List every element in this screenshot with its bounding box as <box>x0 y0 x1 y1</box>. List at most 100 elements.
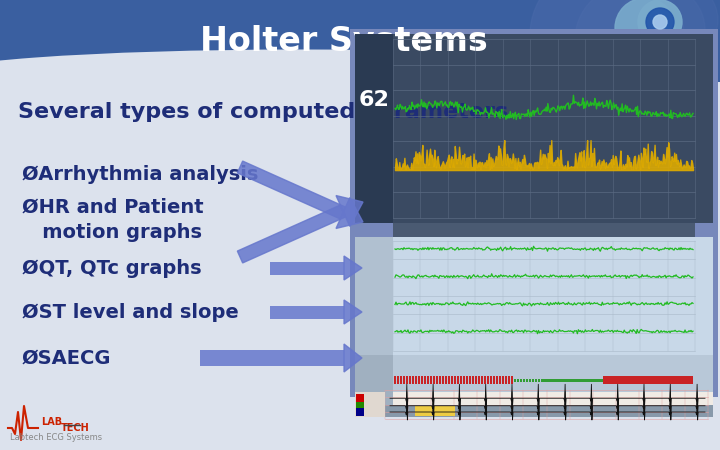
Bar <box>484 376 486 384</box>
Bar <box>538 378 540 382</box>
Text: TECH: TECH <box>60 423 89 433</box>
Bar <box>567 378 570 382</box>
Ellipse shape <box>0 50 675 104</box>
Bar <box>466 376 468 384</box>
Polygon shape <box>336 198 363 229</box>
Bar <box>600 378 603 382</box>
Bar <box>552 378 555 382</box>
Bar <box>582 378 585 382</box>
Bar <box>350 29 718 397</box>
Bar <box>618 376 621 384</box>
Bar <box>355 392 385 417</box>
Circle shape <box>575 0 685 95</box>
Bar <box>559 378 561 382</box>
Bar <box>356 394 364 402</box>
Circle shape <box>615 0 675 58</box>
Bar <box>474 376 477 384</box>
Bar <box>420 376 423 384</box>
Bar <box>510 376 513 384</box>
Bar <box>438 376 441 384</box>
Bar <box>642 376 645 384</box>
Bar <box>526 378 528 382</box>
Bar <box>549 378 552 382</box>
Bar <box>448 376 450 384</box>
Bar <box>412 376 414 384</box>
Bar <box>418 376 420 384</box>
Bar <box>402 376 405 384</box>
Bar <box>502 376 504 384</box>
Bar <box>415 376 417 384</box>
Bar <box>570 378 573 382</box>
Bar <box>356 408 364 416</box>
Bar <box>513 378 516 382</box>
Polygon shape <box>238 161 346 219</box>
Bar <box>624 376 627 384</box>
Text: LAB: LAB <box>42 417 63 427</box>
Bar <box>397 376 400 384</box>
Bar <box>670 376 672 384</box>
Bar <box>544 378 546 382</box>
Bar <box>585 378 588 382</box>
Bar <box>595 378 597 382</box>
Bar <box>663 376 666 384</box>
Polygon shape <box>238 205 346 263</box>
Bar <box>588 378 591 382</box>
Bar <box>451 376 453 384</box>
Bar <box>469 376 471 384</box>
Bar <box>441 376 444 384</box>
Bar <box>427 376 429 384</box>
Bar <box>477 376 480 384</box>
Bar <box>573 378 576 382</box>
Text: ØHR and Patient
   motion graphs: ØHR and Patient motion graphs <box>22 198 204 242</box>
Bar <box>487 376 489 384</box>
Bar <box>406 376 408 384</box>
Bar <box>456 376 459 384</box>
Bar <box>621 376 624 384</box>
Bar <box>355 355 393 405</box>
Bar <box>270 306 344 319</box>
Text: ØQT, QTc graphs: ØQT, QTc graphs <box>22 258 202 278</box>
Bar <box>355 405 713 417</box>
Bar <box>436 376 438 384</box>
Bar <box>355 237 713 355</box>
Polygon shape <box>336 196 363 226</box>
Bar <box>423 376 426 384</box>
Bar <box>652 376 654 384</box>
Bar <box>639 376 642 384</box>
Bar <box>472 376 474 384</box>
Text: 62: 62 <box>359 90 390 110</box>
Bar <box>463 376 465 384</box>
Text: Holter Systems: Holter Systems <box>200 26 487 58</box>
Bar <box>636 376 639 384</box>
Circle shape <box>646 8 674 36</box>
Bar <box>516 378 519 382</box>
Bar <box>613 376 615 384</box>
Polygon shape <box>344 300 362 324</box>
Bar <box>562 378 564 382</box>
Bar <box>688 376 690 384</box>
Bar <box>555 378 558 382</box>
Bar <box>580 378 582 382</box>
Bar <box>528 378 531 382</box>
Bar <box>498 376 501 384</box>
Bar <box>634 376 636 384</box>
Bar <box>355 237 393 355</box>
Bar <box>355 355 713 405</box>
Bar <box>492 376 495 384</box>
Bar <box>409 376 411 384</box>
Bar <box>645 376 648 384</box>
Bar <box>681 376 684 384</box>
Bar <box>577 378 579 382</box>
Bar <box>520 378 522 382</box>
Text: ØST level and slope: ØST level and slope <box>22 302 239 321</box>
Bar <box>609 376 612 384</box>
Bar <box>531 378 534 382</box>
Bar <box>495 376 498 384</box>
Bar <box>490 376 492 384</box>
Bar <box>678 376 681 384</box>
Bar <box>591 378 594 382</box>
Bar <box>690 376 693 384</box>
Bar <box>459 376 462 384</box>
Bar <box>564 378 567 382</box>
Bar <box>541 378 543 382</box>
